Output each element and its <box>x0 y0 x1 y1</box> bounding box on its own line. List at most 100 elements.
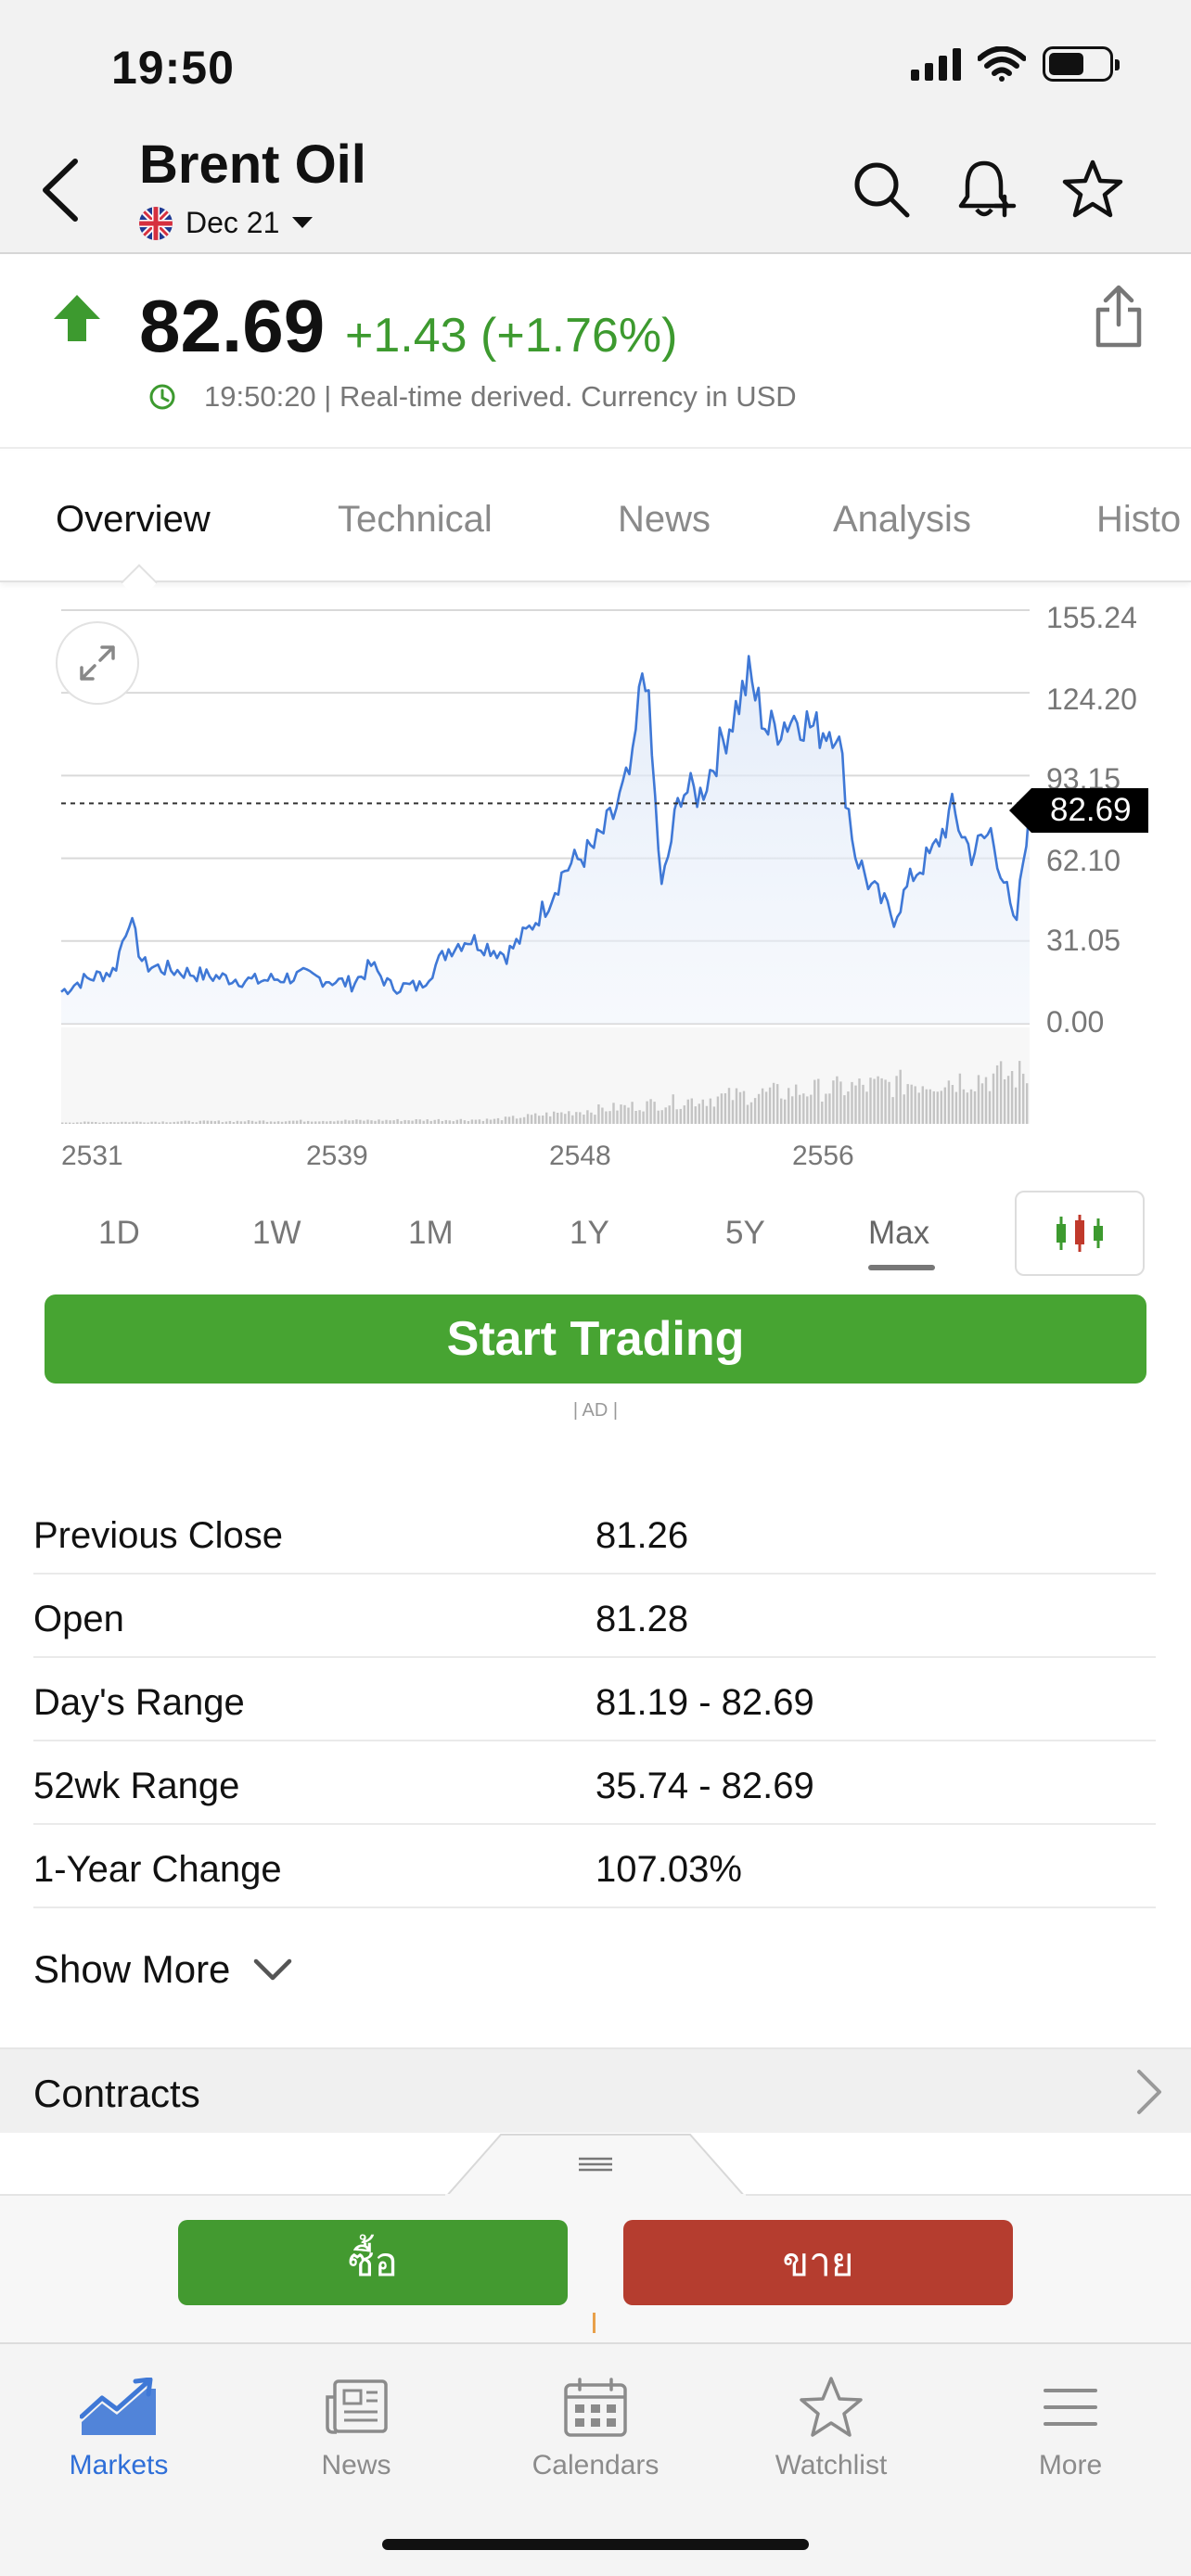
volume-bar <box>247 1120 250 1124</box>
volume-bar <box>69 1122 71 1124</box>
start-trading-button[interactable]: Start Trading <box>45 1294 1146 1384</box>
show-more-button[interactable]: Show More <box>33 1947 293 1992</box>
volume-bar <box>780 1098 783 1124</box>
nav-watchlist[interactable]: Watchlist <box>729 2370 933 2481</box>
volume-bar <box>113 1122 116 1124</box>
battery-icon <box>1043 46 1120 82</box>
tab-analysis[interactable]: Analysis <box>833 499 971 540</box>
volume-bar <box>810 1094 813 1124</box>
volume-bar <box>147 1122 149 1124</box>
volume-bar <box>273 1121 276 1124</box>
volume-bar <box>478 1119 481 1124</box>
volume-bar <box>788 1088 790 1124</box>
contracts-section-header[interactable]: Contracts <box>0 2047 1191 2133</box>
volume-bar <box>262 1120 265 1124</box>
volume-bar <box>973 1090 977 1124</box>
nav-more[interactable]: More <box>968 2370 1172 2481</box>
search-button[interactable] <box>848 156 915 223</box>
volume-bar <box>340 1120 343 1124</box>
volume-bar <box>322 1120 325 1124</box>
volume-bar <box>869 1078 872 1124</box>
tab-technical[interactable]: Technical <box>338 499 493 540</box>
volume-bar <box>1014 1087 1018 1124</box>
volume-bar <box>348 1120 351 1124</box>
range-1m[interactable]: 1M <box>408 1215 454 1251</box>
expand-chart-button[interactable] <box>56 621 139 705</box>
volume-bar <box>954 1091 958 1124</box>
volume-bar <box>724 1093 727 1124</box>
watchlist-add-button[interactable] <box>1059 156 1126 223</box>
volume-bar <box>557 1113 559 1124</box>
nav-news[interactable]: News <box>254 2370 458 2481</box>
y-tick-label: 124.20 <box>1046 682 1137 716</box>
volume-bar <box>608 1111 611 1124</box>
range-5y[interactable]: 5Y <box>725 1215 765 1251</box>
volume-bar <box>601 1107 604 1124</box>
volume-bar <box>258 1120 262 1124</box>
buy-button[interactable]: ซื้อ <box>178 2220 568 2305</box>
stat-row: Day's Range 81.19 - 82.69 <box>33 1658 1156 1741</box>
volume-bar <box>415 1119 417 1124</box>
volume-bar <box>649 1099 652 1124</box>
volume-bar <box>396 1118 399 1124</box>
volume-bar <box>753 1098 757 1124</box>
price-area <box>61 656 1030 1024</box>
range-1w[interactable]: 1W <box>252 1215 301 1251</box>
volume-bar <box>799 1094 801 1124</box>
volume-bar <box>526 1114 530 1124</box>
drawer-handle[interactable] <box>445 2133 746 2198</box>
contract-selector[interactable]: Dec 21 <box>139 206 314 240</box>
range-1d[interactable]: 1D <box>98 1215 140 1251</box>
volume-bar <box>813 1079 816 1124</box>
volume-bar <box>392 1120 395 1124</box>
volume-bar <box>429 1120 432 1124</box>
volume-bar <box>553 1111 556 1124</box>
volume-bar <box>519 1117 522 1124</box>
volume-bar <box>791 1096 794 1124</box>
volume-bar <box>631 1102 634 1124</box>
volume-bar <box>772 1082 775 1124</box>
status-icons <box>911 46 1120 82</box>
volume-bar <box>742 1090 746 1124</box>
x-tick-label: 2556 <box>792 1141 854 1171</box>
stat-row: 52wk Range 35.74 - 82.69 <box>33 1741 1156 1825</box>
tab-overview[interactable]: Overview <box>56 499 211 540</box>
sell-button[interactable]: ขาย <box>623 2220 1013 2305</box>
alert-button[interactable] <box>954 156 1020 223</box>
volume-bar <box>250 1120 254 1124</box>
volume-bar <box>530 1115 533 1124</box>
volume-bar <box>433 1119 436 1124</box>
volume-bar <box>757 1093 761 1124</box>
volume-bar <box>470 1119 474 1124</box>
volume-bar <box>76 1122 79 1124</box>
volume-bar <box>928 1089 931 1124</box>
volume-bar <box>329 1120 332 1124</box>
range-max[interactable]: Max <box>868 1215 930 1251</box>
volume-bar <box>217 1120 220 1124</box>
chart-type-toggle[interactable] <box>1015 1191 1145 1276</box>
tab-news[interactable]: News <box>618 499 711 540</box>
volume-bar <box>444 1119 447 1124</box>
volume-bar <box>642 1111 645 1124</box>
volume-bar <box>493 1118 496 1124</box>
contract-label: Dec 21 <box>186 206 280 239</box>
price-chart[interactable] <box>0 593 1191 1159</box>
stat-value: 81.19 - 82.69 <box>596 1682 814 1723</box>
stat-label: 1-Year Change <box>33 1849 282 1890</box>
volume-bar <box>292 1120 295 1124</box>
volume-bar <box>474 1119 478 1124</box>
tab-history[interactable]: Histo <box>1096 499 1182 540</box>
volume-bar <box>381 1120 384 1124</box>
back-button[interactable] <box>28 148 93 232</box>
volume-bar <box>311 1121 314 1124</box>
volume-bar <box>568 1111 570 1124</box>
share-button[interactable] <box>1093 284 1145 353</box>
range-1y[interactable]: 1Y <box>570 1215 609 1251</box>
volume-bar <box>400 1121 403 1124</box>
show-more-label: Show More <box>33 1947 231 1991</box>
nav-calendars[interactable]: Calendars <box>493 2370 698 2481</box>
volume-bar <box>1018 1061 1021 1124</box>
bell-plus-icon <box>958 160 1017 218</box>
nav-markets[interactable]: Markets <box>17 2370 221 2481</box>
volume-bar <box>821 1102 824 1124</box>
